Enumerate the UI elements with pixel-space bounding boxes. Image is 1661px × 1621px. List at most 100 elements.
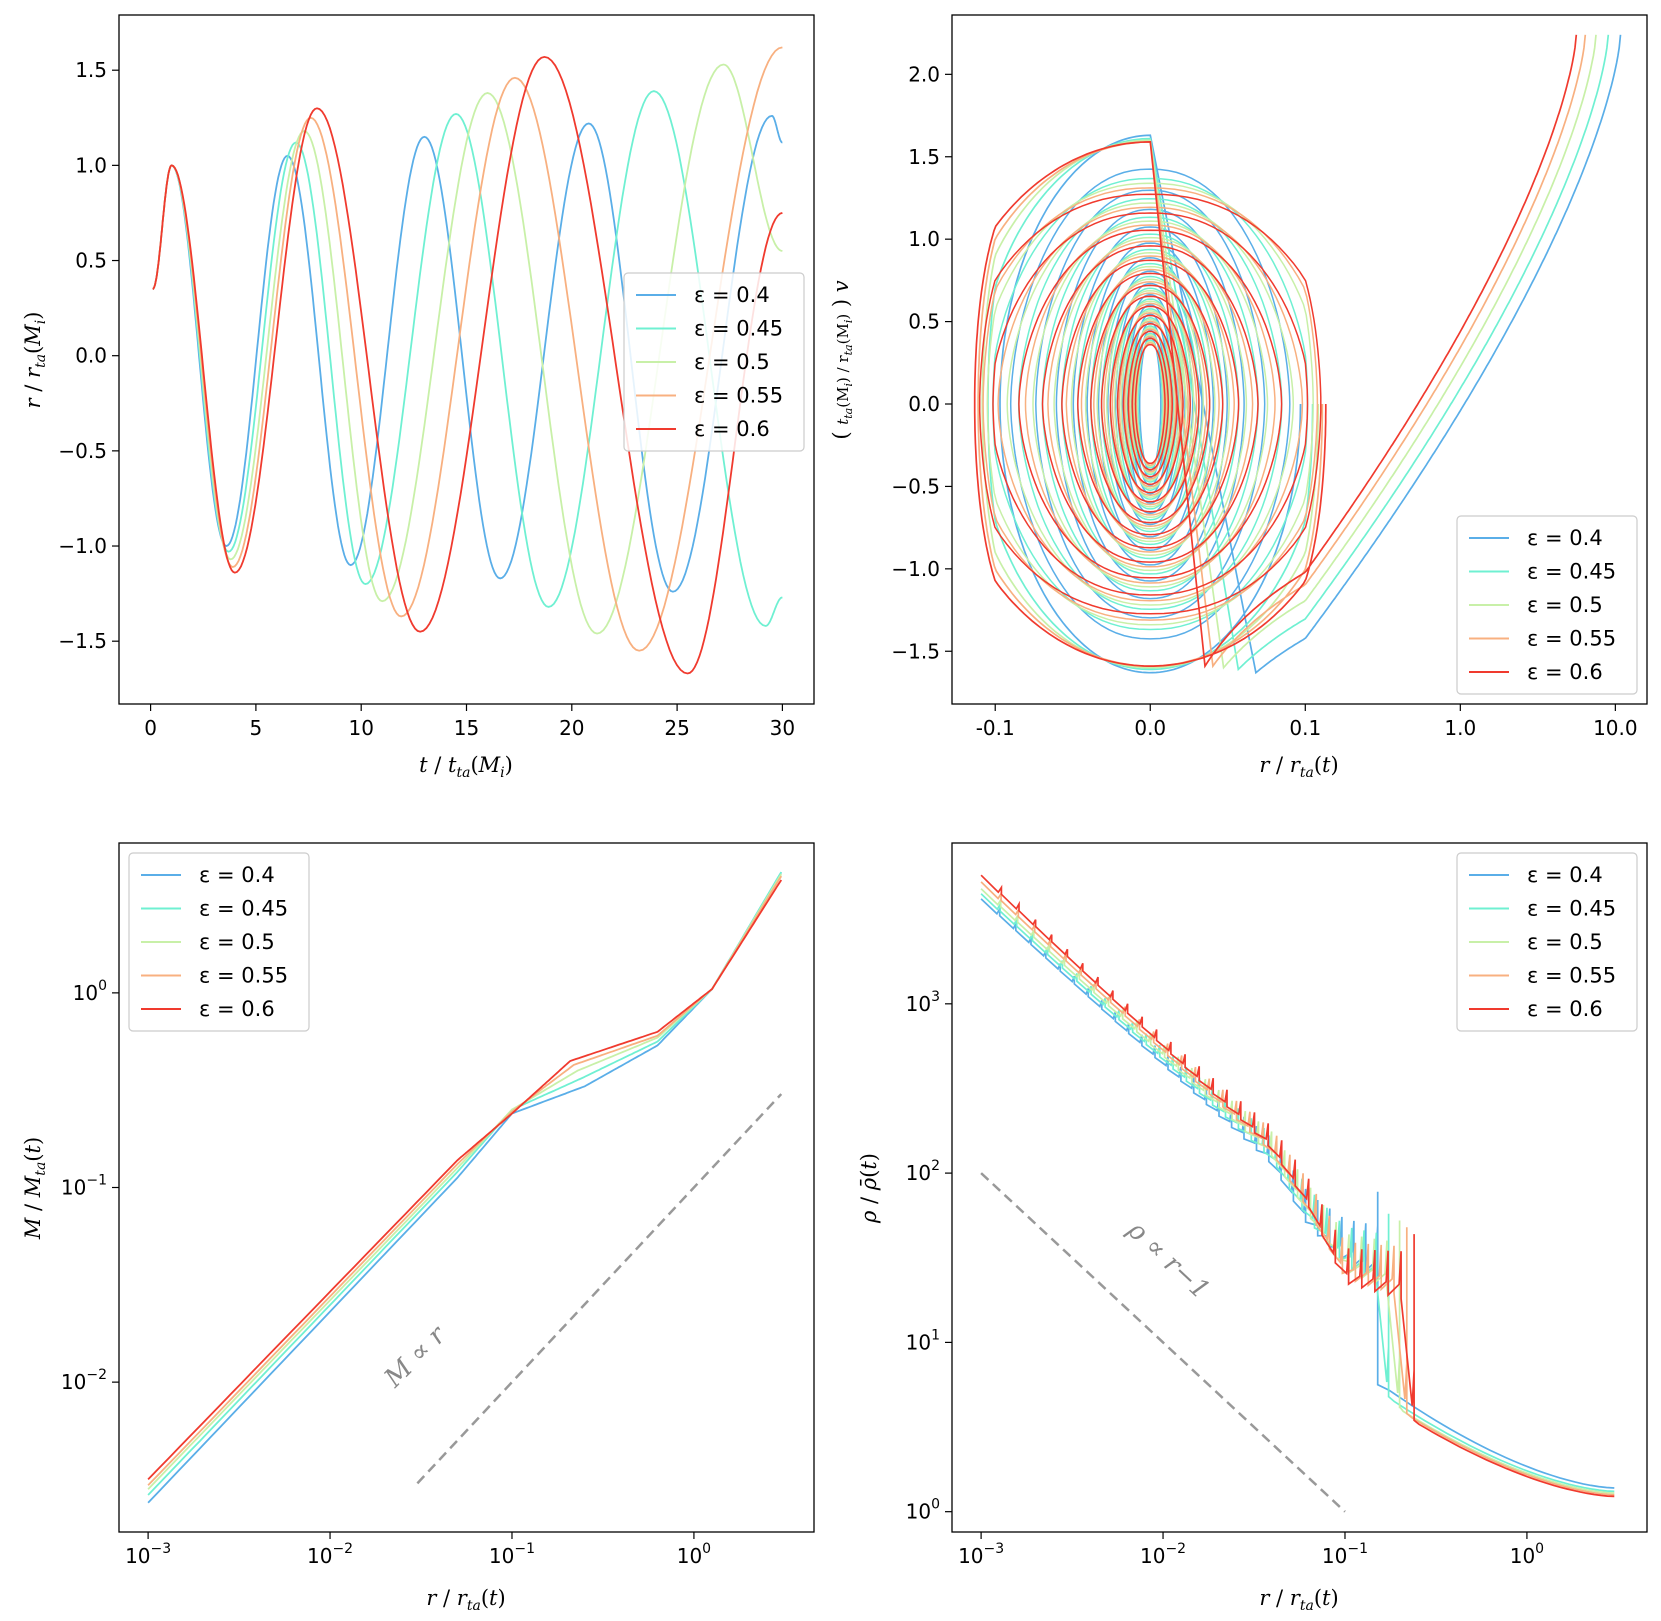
y-tick-label: 1.5 bbox=[908, 145, 940, 169]
series-loop-eps_0.4 bbox=[1009, 168, 1291, 640]
legend-entry: ε = 0.6 bbox=[694, 417, 770, 441]
tick-group: 0 5 10 15 20 25 30 −1.5 −1.0 −0.5 0.0 0.5 1.0 1.5 bbox=[58, 58, 795, 740]
annotation-label: ρ ∝ r−1 bbox=[1121, 1215, 1215, 1306]
series-outer-eps_0.6 bbox=[973, 34, 1578, 669]
series-outer-eps_0.4 bbox=[999, 34, 1622, 675]
y-tick-label: 0.0 bbox=[75, 344, 107, 368]
legend-entry: ε = 0.4 bbox=[1527, 863, 1603, 887]
x-tick-label: 10−2 bbox=[1140, 1541, 1186, 1568]
series-loop-eps_0.6 bbox=[1109, 305, 1191, 503]
series-line-eps_0.6 bbox=[980, 874, 1615, 1498]
legend-box bbox=[1456, 852, 1638, 1032]
legend-entry: ε = 0.45 bbox=[1527, 560, 1616, 584]
y-tick-label: −1.5 bbox=[891, 639, 940, 663]
series-loop-eps_0.6 bbox=[1127, 330, 1174, 478]
series-line-eps_0.4 bbox=[152, 115, 783, 593]
x-tick-label: 0.1 bbox=[1289, 716, 1321, 740]
panel-phase-space: -0.1 0.0 0.1 1.0 10.0 −1.5 −1.0 −0.5 0.0 0.5 1.0 1.… bbox=[829, 14, 1648, 781]
series-loop-eps_0.5 bbox=[1070, 251, 1230, 557]
legend: ε = 0.4 ε = 0.45 ε = 0.5 ε = 0.55 ε = 0.6 bbox=[623, 272, 805, 452]
y-axis-label: ρ / ρ̄(t) bbox=[857, 1153, 881, 1224]
series-loop-eps_0.55 bbox=[997, 206, 1304, 602]
panel-mass-profile: 10−3 10−2 10−1 100 10−2 10−1 100 M ∝ r r / rta(… bbox=[21, 842, 815, 1614]
legend: ε = 0.4 ε = 0.45 ε = 0.5 ε = 0.55 ε = 0.6 bbox=[128, 852, 310, 1032]
x-tick-label: 10 bbox=[348, 716, 373, 740]
series-loop-eps_0.4 bbox=[1055, 208, 1245, 600]
series-loop-eps_0.4 bbox=[1035, 189, 1266, 619]
annotation-label: M ∝ r bbox=[378, 1319, 453, 1394]
tick-group: 10−3 10−2 10−1 100 100 101 102 103 ρ ∝ r−1 bbox=[906, 989, 1544, 1568]
y-tick-label: 100 bbox=[906, 1497, 940, 1524]
x-tick-label: 10−2 bbox=[307, 1541, 353, 1568]
legend-entry: ε = 0.5 bbox=[1527, 593, 1603, 617]
y-tick-label: 102 bbox=[906, 1158, 940, 1185]
series-loop-eps_0.6 bbox=[978, 193, 1322, 615]
legend-entry: ε = 0.4 bbox=[199, 863, 275, 887]
series-loop-eps_0.55 bbox=[1024, 224, 1276, 584]
panel-r-vs-t: 0 5 10 15 20 25 30 −1.5 −1.0 −0.5 0.0 0.5 1.0 1.5 t /… bbox=[21, 14, 815, 781]
x-tick-label: -0.1 bbox=[976, 716, 1015, 740]
legend-entry: ε = 0.5 bbox=[694, 350, 770, 374]
legend-entry: ε = 0.45 bbox=[1527, 897, 1616, 921]
legend-box bbox=[623, 272, 805, 452]
series-loop-eps_0.4 bbox=[1138, 336, 1162, 472]
y-axis-label: ( tta(Mi) / rta(Mi) ) v bbox=[829, 280, 855, 439]
x-tick-label: 15 bbox=[454, 716, 479, 740]
x-tick-label: 20 bbox=[559, 716, 584, 740]
x-tick-label: 5 bbox=[250, 716, 263, 740]
series-lines bbox=[980, 874, 1615, 1513]
x-tick-label: 25 bbox=[664, 716, 689, 740]
legend-entry: ε = 0.5 bbox=[199, 930, 275, 954]
x-axis-label: r / rta(t) bbox=[1259, 1586, 1338, 1614]
y-axis-label: r / rta(Mi) bbox=[21, 312, 49, 409]
x-axis-label: r / rta(t) bbox=[1259, 753, 1338, 781]
series-loop-eps_0.6 bbox=[1134, 343, 1166, 465]
series-loop-eps_0.55 bbox=[1065, 255, 1235, 553]
x-tick-label: 100 bbox=[1510, 1541, 1544, 1568]
legend-entry: ε = 0.55 bbox=[1527, 964, 1616, 988]
legend-entry: ε = 0.6 bbox=[1527, 660, 1603, 684]
legend-entry: ε = 0.6 bbox=[199, 997, 275, 1021]
series-loop-eps_0.5 bbox=[1084, 265, 1216, 543]
x-tick-label: 10−1 bbox=[489, 1541, 535, 1568]
series-line-eps_0.6 bbox=[152, 55, 783, 675]
axes-frame bbox=[951, 14, 1648, 705]
series-loop-eps_0.6 bbox=[1131, 337, 1170, 471]
y-tick-label: 101 bbox=[906, 1327, 940, 1354]
x-tick-label: 1.0 bbox=[1444, 716, 1476, 740]
y-tick-label: 10−1 bbox=[61, 1173, 107, 1200]
x-tick-label: 0.0 bbox=[1134, 716, 1166, 740]
y-tick-label: −1.0 bbox=[891, 557, 940, 581]
legend-entry: ε = 0.55 bbox=[1527, 627, 1616, 651]
series-loop-eps_0.6 bbox=[1116, 314, 1184, 494]
tick-group: -0.1 0.0 0.1 1.0 10.0 −1.5 −1.0 −0.5 0.0 0.5 1.0 1.… bbox=[891, 62, 1637, 740]
y-tick-label: 1.0 bbox=[75, 153, 107, 177]
series-loop-eps_0.4 bbox=[1136, 329, 1164, 479]
y-tick-label: −1.0 bbox=[58, 534, 107, 558]
legend-box bbox=[1456, 515, 1638, 695]
x-tick-label: 10−3 bbox=[125, 1541, 171, 1568]
panel-density-profile: 10−3 10−2 10−1 100 100 101 102 103 ρ ∝ r−1 r / r… bbox=[857, 842, 1648, 1614]
legend-entry: ε = 0.4 bbox=[694, 283, 770, 307]
y-tick-label: 0.5 bbox=[75, 249, 107, 273]
x-tick-label: 10.0 bbox=[1593, 716, 1638, 740]
y-tick-label: 100 bbox=[73, 978, 107, 1005]
y-tick-label: 2.0 bbox=[908, 62, 940, 86]
axes-frame bbox=[951, 842, 1648, 1533]
y-tick-label: −1.5 bbox=[58, 629, 107, 653]
y-tick-label: 1.0 bbox=[908, 227, 940, 251]
legend-entry: ε = 0.45 bbox=[694, 317, 783, 341]
legend-entry: ε = 0.6 bbox=[1527, 997, 1603, 1021]
legend-entry: ε = 0.5 bbox=[1527, 930, 1603, 954]
legend-box bbox=[128, 852, 310, 1032]
series-loop-eps_0.6 bbox=[1090, 284, 1211, 524]
series-loop-eps_0.6 bbox=[1041, 245, 1259, 563]
x-tick-label: 0 bbox=[144, 716, 157, 740]
y-tick-label: 1.5 bbox=[75, 58, 107, 82]
y-tick-label: 0.5 bbox=[908, 310, 940, 334]
series-loop-eps_0.6 bbox=[1100, 295, 1200, 513]
y-tick-label: 10−2 bbox=[61, 1367, 107, 1394]
series-loop-eps_0.6 bbox=[1122, 323, 1178, 485]
x-tick-label: 30 bbox=[770, 716, 795, 740]
